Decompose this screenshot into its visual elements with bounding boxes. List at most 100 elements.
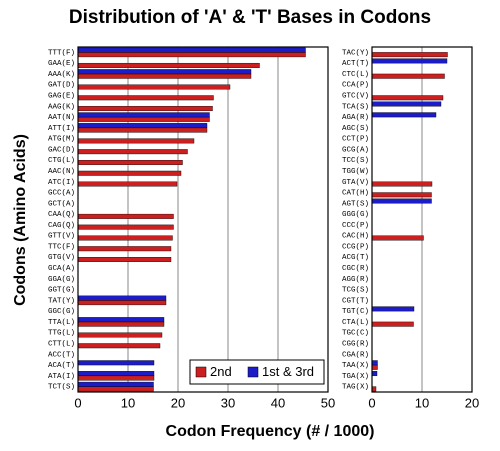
x-tick-label: 10 [415, 395, 429, 410]
y-tick-label: CTA(L) [342, 319, 369, 327]
y-tick-label: CCG(P) [342, 243, 369, 251]
y-tick-label: TGG(W) [342, 168, 369, 176]
plot-frame [371, 46, 473, 393]
legend-swatch [247, 366, 259, 378]
bar [77, 52, 306, 58]
bar [77, 160, 183, 165]
y-tick-label: GTC(V) [342, 93, 369, 101]
bar [371, 321, 414, 327]
bar [371, 306, 415, 312]
x-tick-label: 0 [368, 395, 375, 410]
y-tick-label: ACC(T) [48, 351, 75, 359]
bar [77, 69, 252, 75]
bar [77, 106, 213, 112]
y-tick-label: CAA(Q) [48, 211, 75, 219]
bar [77, 62, 260, 68]
bar [77, 123, 208, 129]
y-tick-label: GAA(E) [48, 60, 75, 68]
y-tick-label: CCC(P) [342, 222, 369, 230]
bar [371, 364, 378, 370]
y-tick-label: GCA(A) [48, 265, 75, 273]
plot-frame [77, 46, 329, 393]
legend-label: 1st & 3rd [262, 364, 314, 379]
x-tick-label: 50 [321, 395, 335, 410]
bar [371, 181, 433, 187]
x-tick-label: 40 [271, 395, 285, 410]
bar [77, 295, 167, 301]
x-tick-label: 20 [171, 395, 185, 410]
bar [77, 138, 195, 144]
y-tick-label: AGG(R) [342, 276, 369, 284]
y-tick-label: GGA(G) [48, 276, 75, 284]
x-tick-label: 10 [121, 395, 135, 410]
y-tick-label: CGC(R) [342, 265, 369, 273]
bar [371, 112, 437, 118]
y-tick-label: TAA(X) [342, 362, 369, 370]
y-tick-label: GGT(G) [48, 287, 75, 295]
bar [371, 235, 424, 241]
y-tick-label: GAT(D) [48, 82, 75, 90]
x-axis-label: Codon Frequency (# / 1000) [166, 423, 375, 440]
bar [77, 375, 155, 381]
bar [77, 116, 210, 122]
y-tick-label: TGA(X) [342, 373, 369, 381]
legend-label: 2nd [210, 364, 232, 379]
y-axis-label: Codons (Amino Acids) [12, 134, 29, 306]
bar [77, 332, 163, 338]
y-tick-label: GGG(G) [342, 211, 369, 219]
y-tick-label: AAC(N) [48, 168, 75, 176]
y-tick-label: CCT(P) [342, 136, 369, 144]
y-tick-label: AGC(S) [342, 125, 369, 133]
y-tick-label: CGG(R) [342, 340, 369, 348]
y-tick-label: AAA(K) [48, 71, 75, 79]
bar [371, 371, 378, 377]
bar [77, 257, 172, 262]
bar [371, 58, 448, 64]
bar [77, 112, 210, 118]
y-tick-label: TCG(S) [342, 287, 369, 295]
bar [77, 300, 167, 306]
y-tick-label: CGA(R) [342, 351, 369, 359]
y-tick-label: GAG(E) [48, 93, 75, 101]
y-tick-label: GAC(D) [48, 146, 75, 154]
y-tick-label: TCT(S) [48, 384, 75, 392]
bar [371, 386, 377, 392]
bar [77, 386, 154, 392]
y-tick-label: AAG(K) [48, 103, 75, 111]
bar [371, 198, 432, 204]
bar [77, 321, 165, 327]
x-tick-label: 30 [221, 395, 235, 410]
y-tick-label: CTT(L) [48, 340, 75, 348]
bar [77, 317, 165, 323]
x-tick-label: 20 [465, 395, 479, 410]
y-tick-label: GTT(V) [48, 233, 75, 241]
y-tick-label: CGT(T) [342, 297, 369, 305]
y-tick-label: ACA(T) [48, 362, 75, 370]
bar [371, 95, 444, 101]
bar [371, 192, 432, 198]
y-tick-label: TCC(S) [342, 157, 369, 165]
y-tick-label: ATA(I) [48, 373, 75, 381]
y-tick-label: TAG(X) [342, 384, 369, 392]
y-tick-label: GCC(A) [48, 190, 75, 198]
bar [77, 235, 173, 241]
y-tick-label: CTC(L) [342, 71, 369, 79]
y-tick-label: CAT(H) [342, 190, 369, 198]
y-tick-label: TAT(Y) [48, 297, 75, 305]
bar [77, 213, 174, 219]
y-tick-label: TGT(C) [342, 308, 369, 316]
y-tick-label: GCT(A) [48, 200, 75, 208]
y-tick-label: AGA(R) [342, 114, 369, 122]
y-tick-label: TTT(F) [48, 49, 75, 57]
x-tick-label: 0 [74, 395, 81, 410]
y-tick-label: GCG(A) [342, 146, 369, 154]
y-tick-label: ATC(I) [48, 179, 75, 187]
y-tick-label: CTG(L) [48, 157, 75, 165]
bar [77, 47, 306, 53]
y-tick-label: ATT(I) [48, 125, 75, 133]
bar [77, 343, 161, 349]
bar [77, 181, 178, 187]
y-tick-label: ACG(T) [342, 254, 369, 262]
bar [77, 371, 155, 377]
